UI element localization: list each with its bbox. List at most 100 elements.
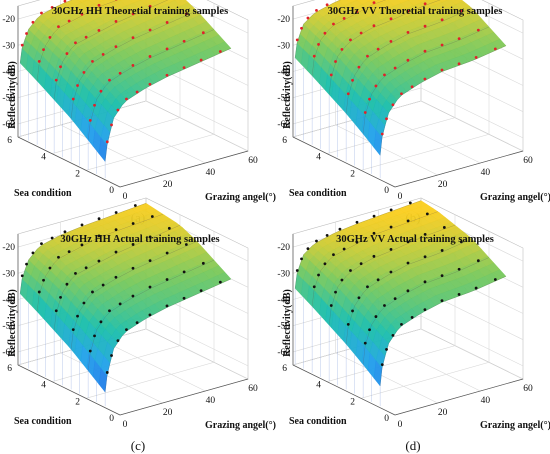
sample-point [165, 73, 169, 77]
x-tick-label: 20 [163, 408, 173, 418]
surface-patch [150, 0, 159, 3]
z-tick-label: -50 [2, 94, 15, 104]
sample-point [37, 290, 41, 294]
sample-point [406, 219, 410, 223]
sample-point [406, 30, 410, 34]
sample-point [306, 247, 310, 251]
sample-point [459, 9, 463, 13]
mesh-line [53, 224, 181, 331]
x-tick-label: 40 [481, 396, 491, 406]
sample-point [97, 3, 101, 7]
x-axis-line [119, 378, 249, 416]
sample-point [82, 301, 86, 305]
sample-point [366, 285, 369, 289]
sample-point [372, 231, 376, 235]
sample-point [148, 313, 152, 317]
sample-point [366, 54, 369, 58]
sample-point [355, 10, 359, 14]
y-axis-line [17, 136, 121, 188]
sample-point [355, 220, 359, 224]
sample-points [20, 0, 222, 144]
sample-point [150, 215, 154, 218]
sample-point [42, 48, 45, 52]
sample-point [300, 26, 303, 30]
sample-point [389, 17, 393, 21]
surface-mesh [19, 0, 232, 179]
sample-point [385, 348, 388, 351]
y-tick-label: 0 [384, 186, 389, 196]
sample-point [133, 204, 137, 207]
sample-point [332, 253, 335, 256]
sample-point [368, 328, 371, 332]
sample-point [380, 363, 384, 366]
z-tick-label: -60 [2, 120, 15, 130]
sample-point [338, 227, 342, 231]
chart-panel-2: 0 20 40 60 0 2 4 6 -20 -30 -40 -50 -60 Grazing angel(… [277, 0, 550, 225]
z-tick-label: -20 [277, 15, 290, 25]
sample-point [476, 259, 480, 263]
sample-point [97, 259, 101, 263]
sample-point [99, 320, 103, 324]
sample-point [323, 262, 327, 266]
sample-point [65, 282, 69, 286]
sample-point [48, 266, 52, 270]
z-tick-label: -20 [2, 243, 15, 253]
axes [292, 234, 524, 416]
mesh-line [328, 0, 441, 95]
sample-point [182, 66, 186, 70]
sample-point [54, 309, 58, 313]
sample-point [383, 73, 386, 77]
x-tick-label: 60 [248, 384, 258, 394]
sample-point [391, 333, 395, 337]
sample-points [295, 201, 497, 366]
mesh-line [311, 211, 439, 307]
sample-point [201, 31, 205, 35]
y-axis-label: Sea condition [14, 416, 72, 427]
z-tick-label: -20 [2, 15, 15, 25]
sample-point [50, 236, 54, 240]
sample-point [340, 278, 344, 282]
sample-point [372, 214, 376, 218]
sample-point [476, 28, 480, 32]
x-tick-label: 0 [123, 420, 128, 430]
mesh-line [328, 224, 456, 326]
sample-point [48, 35, 52, 39]
sample-point [440, 18, 444, 22]
sample-point [423, 2, 427, 6]
sample-point [218, 50, 222, 53]
sample-point [99, 89, 103, 93]
sample-point [332, 22, 335, 26]
sample-point [372, 254, 376, 258]
sample-point [440, 299, 444, 303]
sample-point [184, 12, 188, 16]
sample-point [25, 262, 28, 266]
sample-point [182, 39, 186, 43]
sample-point [131, 64, 135, 67]
sample-point [374, 84, 378, 88]
sample-point [135, 90, 139, 94]
sample-point [400, 322, 403, 326]
sample-point [97, 234, 101, 238]
x-tick-label: 40 [481, 168, 491, 178]
sample-point [317, 273, 320, 277]
x-axis-label: Grazing angel(°) [205, 420, 276, 431]
sample-point [201, 261, 205, 265]
reflectivity-surface [294, 200, 507, 387]
sample-point [312, 285, 316, 289]
sample-point [406, 58, 410, 62]
sample-point [408, 201, 412, 205]
sample-point [71, 328, 75, 331]
y-axis-line [292, 364, 396, 416]
y-tick-label: 2 [75, 397, 80, 407]
sample-point [342, 247, 346, 251]
mesh-line [104, 48, 232, 162]
mesh-line [294, 0, 341, 58]
x-tick-label: 0 [398, 420, 403, 430]
sample-point [114, 211, 118, 214]
x-axis-line [394, 378, 524, 416]
sample-point [57, 255, 60, 259]
sample-point [40, 242, 43, 246]
sample-point [40, 11, 43, 15]
sample-point [91, 290, 94, 294]
sample-point [182, 296, 186, 300]
